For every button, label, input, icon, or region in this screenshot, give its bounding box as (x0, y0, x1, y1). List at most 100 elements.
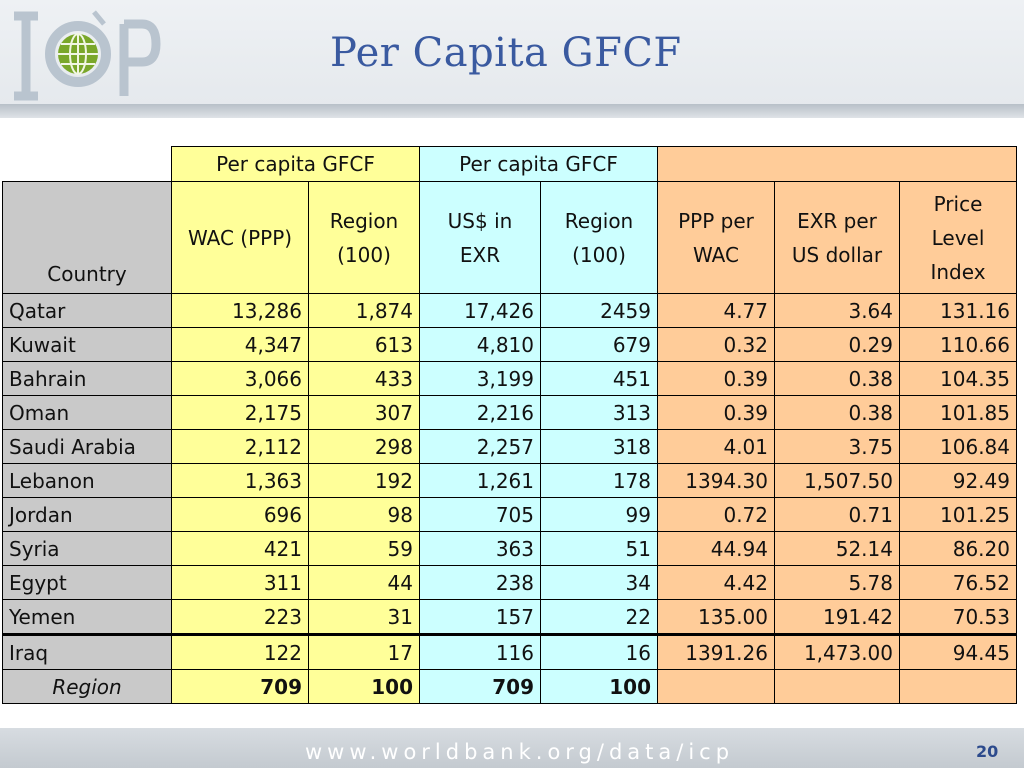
wac-ppp-cell: 696 (171, 497, 309, 532)
table-row: Kuwait 4,347 613 4,810 679 0.32 0.29 110.66 (2, 327, 1017, 362)
ppp-per-wac-cell: 0.39 (657, 361, 775, 396)
country-cell: Bahrain (2, 361, 172, 396)
gfcf-table: Per capita GFCF Per capita GFCF Country … (2, 146, 1017, 704)
wac-ppp-cell: 2,112 (171, 429, 309, 464)
usd-exr-cell: 3,199 (419, 361, 541, 396)
wac-ppp-cell: 3,066 (171, 361, 309, 396)
country-cell: Lebanon (2, 463, 172, 498)
globe-icon (45, 10, 111, 87)
region-wac-cell: 59 (308, 531, 420, 566)
region-wac-cell: 613 (308, 327, 420, 362)
region-wac-cell: 98 (308, 497, 420, 532)
region-exr-cell: 679 (540, 327, 658, 362)
table-row: Syria 421 59 363 51 44.94 52.14 86.20 (2, 531, 1017, 566)
wac-ppp-cell: 2,175 (171, 395, 309, 430)
exr-per-usd-cell: 0.38 (774, 395, 900, 430)
price-level-index-cell: 76.52 (899, 565, 1017, 600)
col-header-region-exr: Region (100) (540, 181, 658, 294)
country-cell: Qatar (2, 293, 172, 328)
ppp-per-wac-cell: 44.94 (657, 531, 775, 566)
region-wac-cell: 307 (308, 395, 420, 430)
table-row: Saudi Arabia 2,112 298 2,257 318 4.01 3.75 106.… (2, 429, 1017, 464)
group-header-price (657, 146, 1017, 182)
ppp-per-wac-cell: 4.42 (657, 565, 775, 600)
wac-ppp-cell: 13,286 (171, 293, 309, 328)
table-row: Jordan 696 98 705 99 0.72 0.71 101.25 (2, 497, 1017, 532)
col-header-exr-per-usd: EXR per US dollar (774, 181, 900, 294)
ppp-per-wac-cell: 4.77 (657, 293, 775, 328)
region-wac-cell: 298 (308, 429, 420, 464)
wac-ppp-cell: 311 (171, 565, 309, 600)
wac-ppp-cell: 421 (171, 531, 309, 566)
group-header-row: Per capita GFCF Per capita GFCF (2, 146, 1017, 182)
region-total-row: Region 709 100 709 100 (2, 669, 1017, 704)
price-level-index-cell: 110.66 (899, 327, 1017, 362)
data-table: Per capita GFCF Per capita GFCF Country … (2, 146, 1017, 704)
price-level-index-cell: 101.25 (899, 497, 1017, 532)
region-region-wac-cell: 100 (308, 669, 420, 704)
col-header-usd-exr: US$ in EXR (419, 181, 541, 294)
region-exr-cell: 16 (540, 633, 658, 670)
usd-exr-cell: 1,261 (419, 463, 541, 498)
exr-per-usd-cell: 52.14 (774, 531, 900, 566)
ppp-per-wac-cell: 1394.30 (657, 463, 775, 498)
country-cell: Syria (2, 531, 172, 566)
col-header-wac-ppp: WAC (PPP) (171, 181, 309, 294)
region-exr-cell: 313 (540, 395, 658, 430)
exr-per-usd-cell: 1,507.50 (774, 463, 900, 498)
usd-exr-cell: 17,426 (419, 293, 541, 328)
exr-per-usd-cell: 0.29 (774, 327, 900, 362)
icp-logo (14, 10, 161, 101)
price-level-index-cell: 131.16 (899, 293, 1017, 328)
usd-exr-cell: 116 (419, 633, 541, 670)
region-wac-cell: 433 (308, 361, 420, 396)
ppp-per-wac-cell: 4.01 (657, 429, 775, 464)
ppp-per-wac-cell: 0.72 (657, 497, 775, 532)
region-exr-per-usd-cell (774, 669, 900, 704)
table-row: Qatar 13,286 1,874 17,426 2459 4.77 3.64 131.16 (2, 293, 1017, 328)
region-exr-cell: 178 (540, 463, 658, 498)
usd-exr-cell: 4,810 (419, 327, 541, 362)
price-level-index-cell: 86.20 (899, 531, 1017, 566)
slide-title: Per Capita GFCF (330, 30, 682, 76)
table-row: Egypt 311 44 238 34 4.42 5.78 76.52 (2, 565, 1017, 600)
table-row: Oman 2,175 307 2,216 313 0.39 0.38 101.85 (2, 395, 1017, 430)
exr-per-usd-cell: 191.42 (774, 599, 900, 635)
region-wac-cell: 31 (308, 599, 420, 635)
col-header-ppp-per-wac: PPP per WAC (657, 181, 775, 294)
exr-per-usd-cell: 3.64 (774, 293, 900, 328)
logo-letters (14, 11, 161, 101)
ppp-per-wac-cell: 0.39 (657, 395, 775, 430)
region-wac-cell: 44 (308, 565, 420, 600)
region-exr-cell: 34 (540, 565, 658, 600)
exr-per-usd-cell: 0.38 (774, 361, 900, 396)
usd-exr-cell: 157 (419, 599, 541, 635)
wac-ppp-cell: 4,347 (171, 327, 309, 362)
region-exr-cell: 451 (540, 361, 658, 396)
footer-url: www.worldbank.org/data/icp (305, 740, 735, 764)
price-level-index-cell: 101.85 (899, 395, 1017, 430)
slide-header (0, 0, 1024, 118)
wac-ppp-cell: 223 (171, 599, 309, 635)
table-row: Bahrain 3,066 433 3,199 451 0.39 0.38 104.35 (2, 361, 1017, 396)
exr-per-usd-cell: 5.78 (774, 565, 900, 600)
region-wac-ppp-cell: 709 (171, 669, 309, 704)
region-exr-cell: 2459 (540, 293, 658, 328)
usd-exr-cell: 705 (419, 497, 541, 532)
price-level-index-cell: 106.84 (899, 429, 1017, 464)
price-level-index-cell: 94.45 (899, 633, 1017, 670)
region-price-level-index-cell (899, 669, 1017, 704)
col-header-region-wac: Region (100) (308, 181, 420, 294)
ppp-per-wac-cell: 135.00 (657, 599, 775, 635)
page-number: 20 (976, 742, 999, 761)
country-cell: Jordan (2, 497, 172, 532)
usd-exr-cell: 2,216 (419, 395, 541, 430)
region-label: Region (2, 669, 172, 704)
country-cell: Kuwait (2, 327, 172, 362)
table-row: Yemen 223 31 157 22 135.00 191.42 70.53 (2, 599, 1017, 635)
region-exr-cell: 51 (540, 531, 658, 566)
country-cell: Egypt (2, 565, 172, 600)
price-level-index-cell: 70.53 (899, 599, 1017, 635)
column-header-row: Country WAC (PPP) Region (100) US$ in EX… (2, 181, 1017, 294)
usd-exr-cell: 363 (419, 531, 541, 566)
